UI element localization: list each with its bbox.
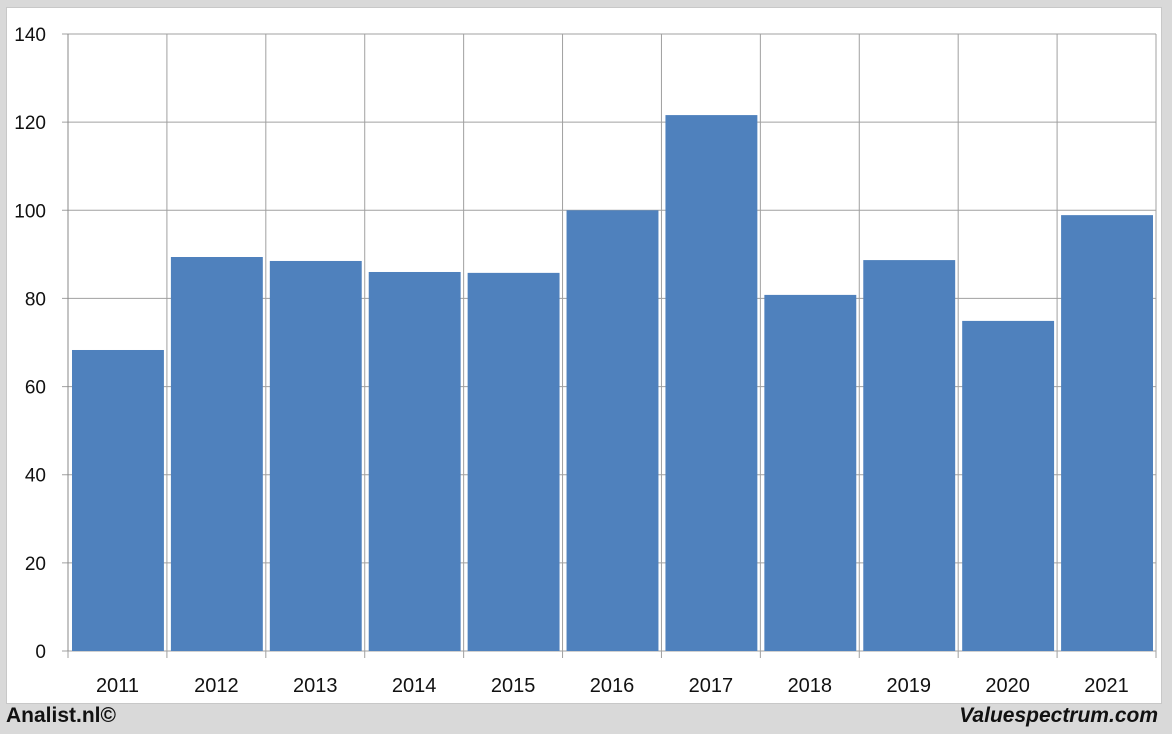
x-tick-label: 2017 — [689, 675, 734, 697]
bar-2014 — [368, 271, 461, 651]
x-tick-label: 2020 — [985, 675, 1030, 697]
bar-2013 — [269, 260, 362, 651]
x-tick-label: 2014 — [392, 675, 437, 697]
y-tick-label: 0 — [35, 642, 46, 663]
bar-2017 — [665, 115, 758, 651]
y-tick-label: 40 — [25, 466, 46, 487]
y-tick-label: 20 — [25, 554, 46, 575]
bar-2019 — [863, 260, 956, 651]
bar-2018 — [764, 294, 857, 651]
y-tick-label: 100 — [14, 201, 46, 222]
x-tick-label: 2013 — [293, 675, 338, 697]
x-tick-label: 2018 — [788, 675, 833, 697]
bar-2016 — [566, 210, 659, 652]
y-tick-label: 140 — [14, 25, 46, 46]
y-tick-label: 80 — [25, 289, 46, 310]
x-tick-label: 2019 — [886, 675, 931, 697]
x-tick-label: 2015 — [491, 675, 536, 697]
bar-2020 — [962, 320, 1055, 651]
x-tick-label: 2016 — [590, 675, 635, 697]
y-tick-label: 60 — [25, 378, 46, 399]
x-tick-label: 2021 — [1084, 675, 1129, 697]
analist-credit: Analist.nl© — [6, 704, 116, 727]
bar-2011 — [72, 349, 164, 651]
valuespectrum-credit: Valuespectrum.com — [959, 704, 1158, 727]
y-tick-label: 120 — [14, 113, 46, 134]
bar-2015 — [467, 272, 560, 651]
bar-2012 — [170, 257, 263, 651]
x-tick-label: 2012 — [194, 675, 239, 697]
x-tick-label: 2011 — [96, 675, 139, 697]
bar-2021 — [1061, 215, 1153, 651]
